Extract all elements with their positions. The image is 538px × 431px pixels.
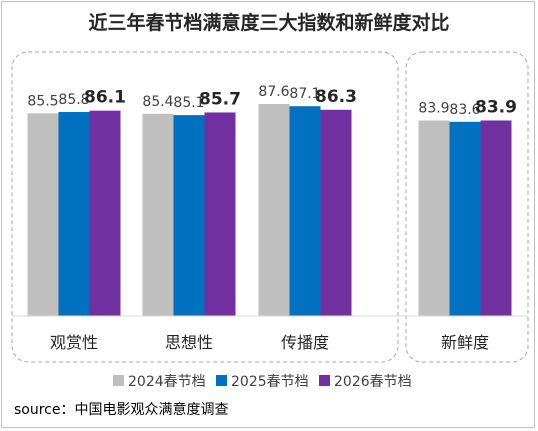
bar-思想性-2025春节档 (173, 115, 205, 316)
legend-label-2025春节档: 2025春节档 (231, 374, 309, 390)
data-label-思想性-2024春节档: 85.4 (142, 94, 173, 110)
bar-传播度-2026春节档 (320, 109, 352, 316)
data-label-新鲜度-2024春节档: 83.9 (418, 100, 449, 116)
chart-title: 近三年春节档满意度三大指数和新鲜度对比 (88, 11, 449, 34)
legend-swatch-2025春节档 (216, 375, 227, 386)
group-box-freshness (405, 51, 529, 363)
source-note: source：中国电影观众满意度调查 (14, 401, 229, 418)
data-label-观赏性-2024春节档: 85.5 (27, 93, 58, 109)
legend-label-2024春节档: 2024春节档 (128, 374, 206, 390)
data-label-思想性-2026春节档: 85.7 (199, 89, 241, 109)
data-label-思想性-2025春节档: 85.1 (173, 95, 204, 111)
category-label-传播度: 传播度 (281, 333, 329, 352)
legend-label-2026春节档: 2026春节档 (334, 374, 412, 390)
bar-观赏性-2025春节档 (58, 112, 90, 316)
bar-新鲜度-2025春节档 (449, 121, 481, 316)
bar-观赏性-2024春节档 (27, 113, 59, 317)
category-label-新鲜度: 新鲜度 (441, 333, 489, 352)
category-label-思想性: 思想性 (165, 333, 213, 352)
data-label-观赏性-2025春节档: 85.8 (58, 92, 89, 108)
bar-新鲜度-2024春节档 (418, 120, 450, 316)
bar-观赏性-2026春节档 (89, 110, 121, 317)
legend-swatch-2026春节档 (319, 375, 330, 386)
category-label-观赏性: 观赏性 (50, 333, 98, 352)
data-label-新鲜度-2026春节档: 83.9 (475, 97, 517, 117)
data-label-新鲜度-2025春节档: 83.6 (449, 102, 480, 118)
group-box-indices (11, 51, 399, 363)
bar-思想性-2026春节档 (204, 112, 236, 316)
bar-新鲜度-2026春节档 (480, 120, 512, 316)
bar-思想性-2024春节档 (142, 113, 174, 317)
bar-传播度-2025春节档 (289, 106, 321, 316)
data-label-传播度-2026春节档: 86.3 (315, 87, 357, 107)
bar-传播度-2024春节档 (258, 104, 290, 316)
data-label-观赏性-2026春节档: 86.1 (84, 88, 126, 108)
data-label-传播度-2024春节档: 87.6 (258, 84, 289, 100)
data-label-传播度-2025春节档: 87.1 (289, 86, 320, 102)
legend-swatch-2024春节档 (113, 375, 124, 386)
